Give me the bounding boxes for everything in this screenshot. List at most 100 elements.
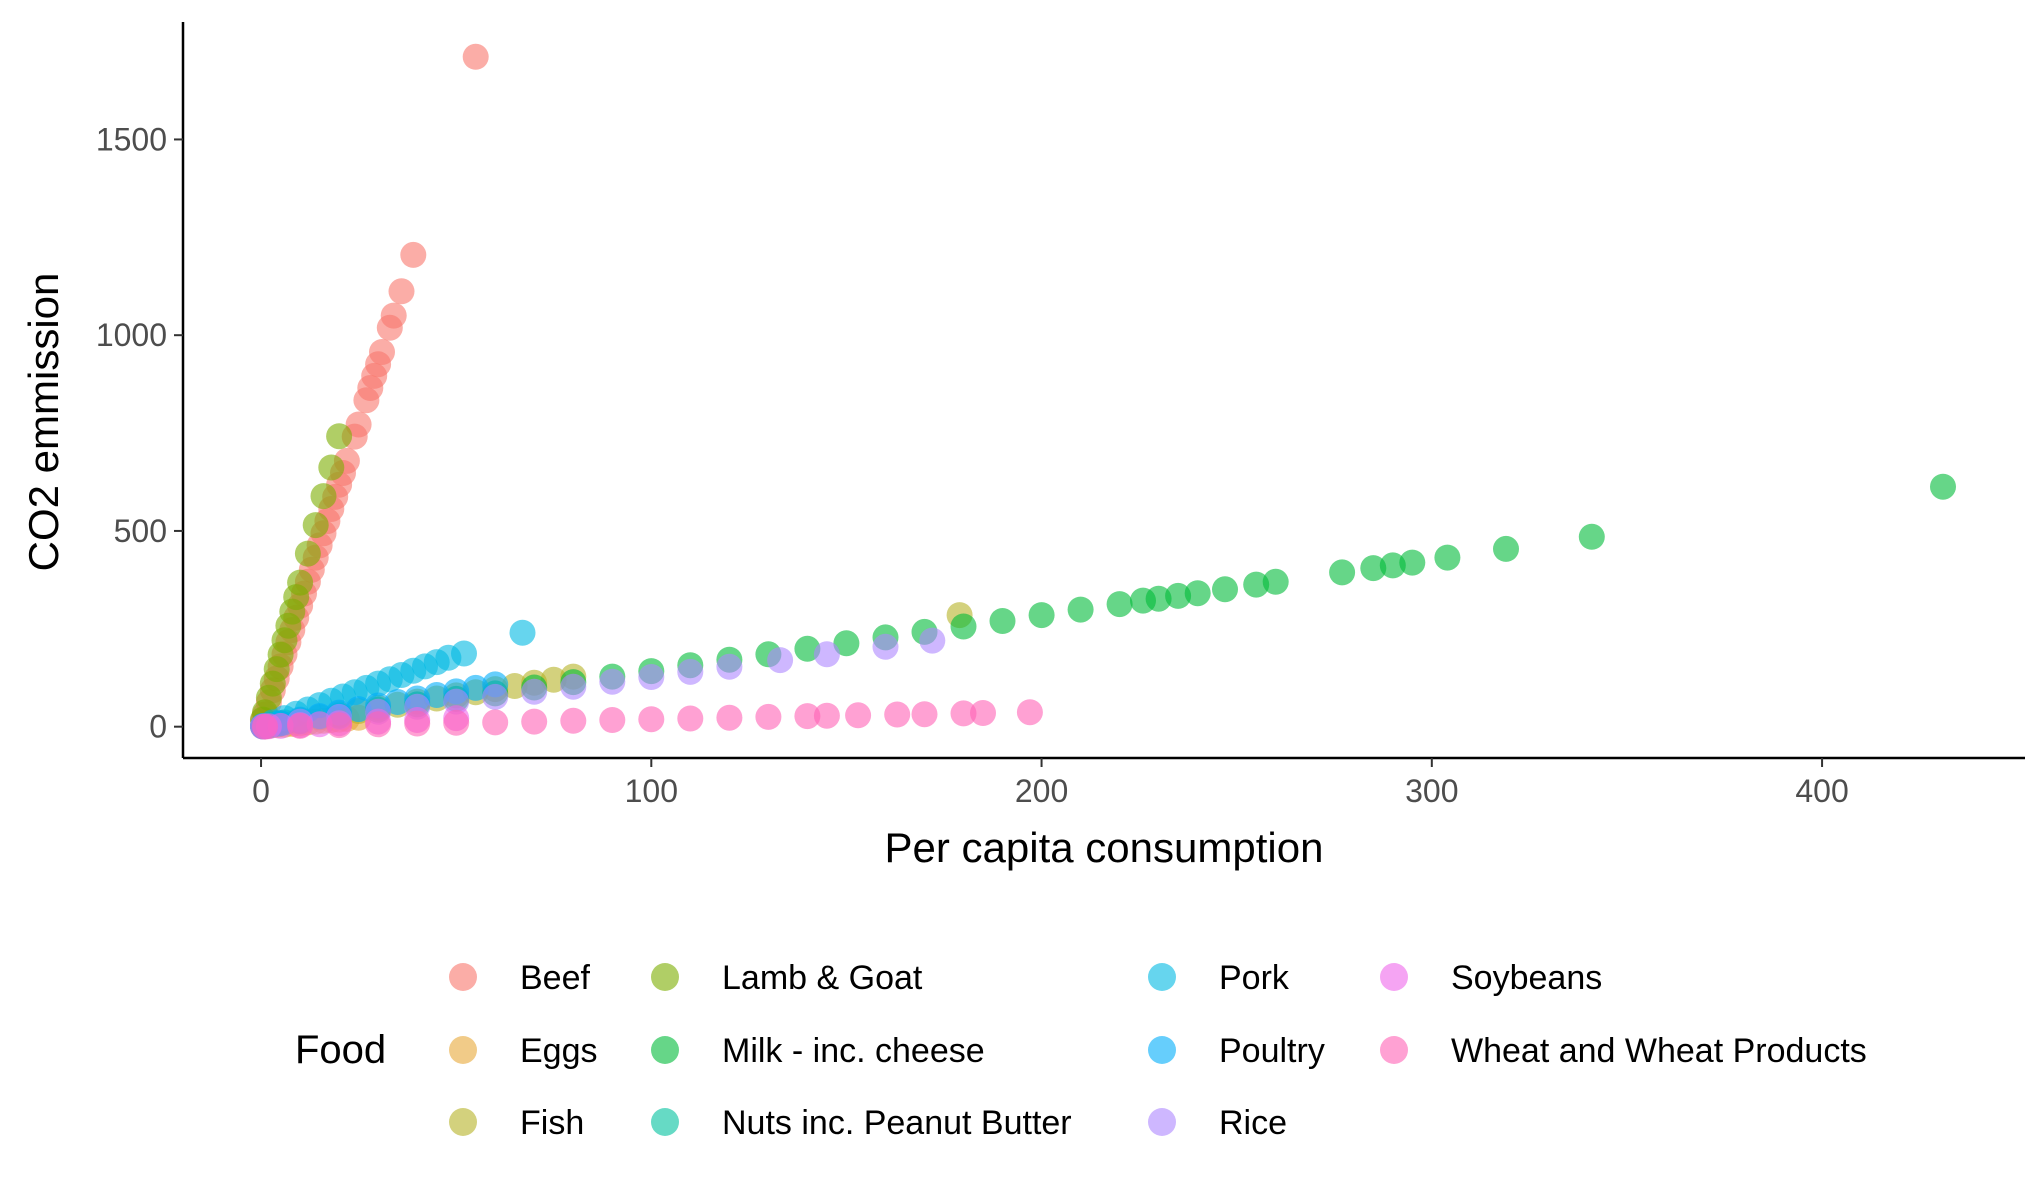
data-point [326,712,353,739]
x-tick-label: 200 [1015,773,1068,809]
data-point [423,682,450,708]
data-point [599,668,626,695]
data-point [252,713,278,740]
data-point [919,627,946,654]
legend-item-lamb-goat: Lamb & Goat [651,959,923,997]
data-point [1165,582,1192,609]
data-point [318,454,345,481]
legend-key [449,963,477,991]
y-tick-label: 500 [114,513,167,549]
y-tick-label: 1500 [96,121,167,157]
legend-label: Eggs [520,1032,598,1070]
legend-item-soybeans: Soybeans [1380,959,1602,997]
legend-label: Fish [520,1104,584,1142]
data-point [1578,523,1605,550]
data-point [345,696,372,723]
data-point [388,278,415,305]
x-axis-title: Per capita consumption [885,824,1324,871]
data-point [400,241,427,268]
data-point [989,608,1016,634]
legend-title: Food [295,1028,386,1072]
data-point [1016,699,1043,726]
data-point [482,709,509,736]
legend-item-nuts-inc-peanut-butter: Nuts inc. Peanut Butter [651,1104,1072,1142]
data-point [380,302,407,329]
data-point [294,540,321,567]
x-tick-label: 100 [625,773,678,809]
data-point [521,708,548,735]
data-point [1184,580,1211,607]
legend-item-pork: Pork [1148,959,1290,997]
data-point [540,666,567,693]
data-point [509,619,536,646]
legend-item-rice: Rice [1148,1104,1287,1142]
data-point [482,683,509,710]
data-point [794,635,821,662]
data-point [767,647,794,674]
legend-label: Nuts inc. Peanut Butter [722,1104,1072,1142]
data-point [306,711,333,738]
legend-label: Poultry [1219,1032,1325,1070]
data-point [794,703,821,730]
series-wheat-and-wheat-products [252,699,1043,740]
y-tick-label: 1000 [96,317,167,353]
legend-key [1148,1036,1176,1064]
data-point [911,701,938,728]
data-point [813,702,840,729]
legend-label: Pork [1219,959,1290,997]
data-point [365,711,392,738]
data-point [1145,585,1172,612]
data-point [950,700,977,727]
legend-label: Beef [520,959,590,997]
data-point [638,706,665,733]
legend: Food Beef Eggs Fish Lamb & Goat Milk - inc. … [295,959,1867,1142]
data-point [287,712,314,739]
data-point [638,664,665,690]
data-point [1028,602,1055,629]
data-point [404,710,431,737]
data-point [384,689,411,715]
x-tick-label: 0 [252,773,270,809]
x-tick-label: 300 [1405,773,1458,809]
legend-key [1148,1108,1176,1136]
points-layer [250,43,1956,740]
data-point [1243,571,1270,598]
data-point [345,411,372,438]
data-point [599,707,626,733]
y-axis-title: CO2 emmission [20,273,67,572]
data-point [369,339,395,365]
data-point [872,633,899,660]
legend-label: Milk - inc. cheese [722,1032,985,1070]
legend-key [651,1036,679,1064]
data-point [1399,549,1426,576]
data-point [443,709,470,736]
series-lamb-goat [250,423,353,733]
data-point [1106,591,1133,618]
legend-item-beef: Beef [449,959,590,997]
legend-item-eggs: Eggs [449,1032,598,1070]
data-point [1493,535,1519,562]
data-point [521,678,548,705]
data-point [845,702,872,729]
data-point [1067,596,1094,623]
y-tick-label: 0 [149,709,167,745]
legend-item-wheat-and-wheat-products: Wheat and Wheat Products [1380,1032,1867,1070]
data-point [560,707,587,734]
legend-key [651,1108,679,1136]
data-point [833,630,860,657]
data-point [716,653,743,680]
legend-label: Wheat and Wheat Products [1451,1032,1867,1070]
legend-item-poultry: Poultry [1148,1032,1325,1070]
legend-key [651,963,679,991]
x-tick-label: 400 [1795,773,1848,809]
legend-key [1380,963,1408,991]
legend-key [449,1108,477,1136]
data-point [1212,576,1238,603]
data-point [1262,568,1289,595]
legend-item-milk-inc-cheese: Milk - inc. cheese [651,1032,985,1070]
data-point [287,569,314,596]
data-point [813,641,840,668]
data-point [716,704,743,731]
data-point [462,674,489,701]
data-point [560,673,587,700]
